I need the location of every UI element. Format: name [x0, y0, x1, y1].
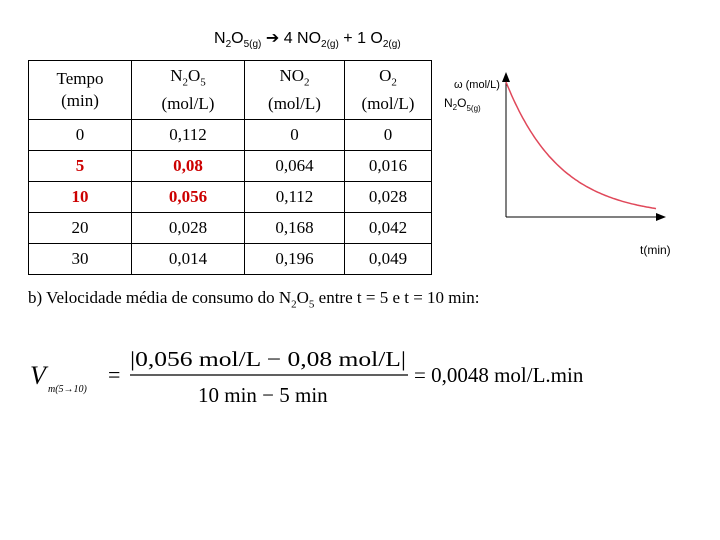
cell-time: 30 — [28, 243, 132, 275]
table-row: 20 0,028 0,168 0,042 — [28, 212, 432, 244]
cell-time: 20 — [28, 212, 132, 244]
cell-no2: 0,064 — [244, 150, 345, 182]
chart-y-label: ω (mol/L) — [454, 79, 500, 91]
cell-time: 5 — [28, 150, 132, 182]
chart-series-label: N2O5(g) — [444, 96, 481, 113]
header-n2o5: N2O5 (mol/L) — [131, 60, 245, 120]
average-rate-formula: V m(5→10) = |0,056 mol/L − 0,08 mol/L| 1… — [30, 347, 584, 407]
reactant-n: N — [214, 30, 226, 47]
n2o5-curve — [505, 81, 657, 210]
header-o2: O2 (mol/L) — [344, 60, 432, 120]
formula-equals: = — [108, 362, 120, 387]
cell-time: 0 — [28, 119, 132, 151]
formula-result: = 0,0048 mol/L.min — [414, 363, 584, 387]
cell-n2o5: 0,08 — [131, 150, 245, 182]
cell-o2: 0 — [344, 119, 432, 151]
concentration-table: Tempo (min) N2O5 (mol/L) NO2 (mol/L) O2 … — [28, 60, 432, 275]
table-header-row: Tempo (min) N2O5 (mol/L) NO2 (mol/L) O2 … — [28, 60, 432, 120]
cell-no2: 0,112 — [244, 181, 345, 213]
question-b: b) Velocidade média de consumo do N2O5 e… — [28, 288, 480, 311]
plus-sign: + — [343, 30, 353, 47]
cell-no2: 0,168 — [244, 212, 345, 244]
x-axis-arrow-icon — [656, 213, 666, 221]
table-row: 10 0,056 0,112 0,028 — [28, 181, 432, 213]
cell-o2: 0,016 — [344, 150, 432, 182]
table-row: 0 0,112 0 0 — [28, 119, 432, 151]
product-no2-subscript: 2(g) — [321, 39, 339, 51]
product-o2-subscript: 2(g) — [382, 39, 401, 51]
cell-no2: 0,196 — [244, 243, 345, 275]
arrow-icon: ➔ — [265, 30, 280, 47]
formula-denominator: 10 min − 5 min — [198, 383, 328, 407]
product-no2: 4 NO — [283, 30, 322, 47]
formula-lhs-subscript: m(5→10) — [48, 384, 88, 395]
cell-time: 10 — [28, 181, 132, 213]
chart-x-label: t(min) — [640, 243, 671, 257]
table-row: 30 0,014 0,196 0,049 — [28, 243, 432, 275]
cell-n2o5: 0,028 — [131, 212, 245, 244]
cell-o2: 0,049 — [344, 243, 432, 275]
cell-n2o5: 0,056 — [131, 181, 245, 213]
concentration-chart: ω (mol/L) N2O5(g) t(min) — [444, 72, 671, 257]
y-axis-arrow-icon — [502, 72, 510, 82]
cell-o2: 0,028 — [344, 181, 432, 213]
header-no2: NO2 (mol/L) — [244, 60, 345, 120]
cell-o2: 0,042 — [344, 212, 432, 244]
cell-n2o5: 0,014 — [131, 243, 245, 275]
table-row: 5 0,08 0,064 0,016 — [28, 150, 432, 182]
reaction-equation: N2O5(g) ➔ 4 NO2(g) + 1 O2(g) — [214, 28, 401, 50]
formula-lhs: V — [30, 361, 49, 390]
cell-n2o5: 0,112 — [131, 119, 245, 151]
formula-numerator: |0,056 mol/L − 0,08 mol/L| — [130, 347, 406, 371]
reactant-subscript: 5(g) — [243, 39, 262, 51]
cell-no2: 0 — [244, 119, 345, 151]
reactant-n-subscript: 2 — [225, 39, 232, 51]
reactant-o: O — [231, 30, 244, 47]
product-o2: 1 O — [357, 30, 383, 47]
header-tempo: Tempo (min) — [28, 60, 132, 120]
